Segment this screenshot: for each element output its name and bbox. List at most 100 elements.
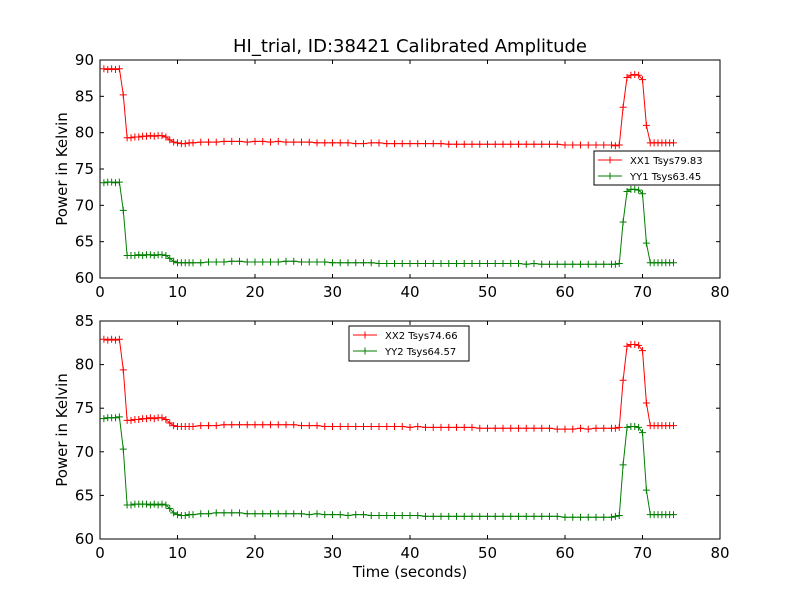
top-series-0-point	[104, 65, 112, 73]
bottom-series-1-point	[313, 510, 321, 518]
bottom-ytick-label: 60	[75, 530, 94, 548]
top-series-1-point	[150, 251, 158, 259]
bottom-series-1-point	[162, 501, 170, 509]
top-series-0-point	[251, 137, 259, 145]
bottom-series-0-point	[267, 421, 274, 429]
bottom-series-1-point	[321, 511, 329, 519]
top-series-1-point	[274, 258, 282, 266]
bottom-series-0-point	[236, 421, 243, 429]
top-series-1-point	[352, 259, 360, 267]
top-series-1-point	[631, 185, 639, 193]
top-series-0-point	[170, 138, 178, 146]
top-series-0-point	[414, 140, 422, 148]
top-series-0-point	[174, 139, 181, 147]
top-series-1-point	[131, 251, 139, 259]
bottom-series-0-point	[150, 415, 158, 423]
bottom-series-1-point	[468, 512, 476, 520]
top-series-1-point	[429, 259, 437, 267]
top-legend-marker-1	[606, 172, 614, 180]
top-series-1-point	[530, 259, 538, 267]
top-series-0-point	[119, 91, 127, 99]
top-legend-label-1: YY1 Tsys63.45	[629, 172, 701, 183]
bottom-series-1-point	[507, 512, 515, 520]
bottom-series-1-point	[615, 511, 623, 519]
bottom-series-0-point	[460, 423, 468, 431]
top-series-1-point	[305, 258, 313, 266]
bottom-series-1-point	[635, 423, 643, 431]
top-series-1-point	[484, 259, 491, 267]
top-series-1-point	[290, 257, 298, 265]
top-series-0-point	[352, 140, 360, 148]
top-xtick-label: 80	[710, 283, 729, 301]
bottom-series-1-point	[154, 501, 162, 509]
top-chart-title: HI_trial, ID:38421 Calibrated Amplitude	[233, 36, 587, 57]
top-series-0-point	[600, 141, 608, 149]
top-chart: HI_trial, ID:38421 Calibrated Amplitude …	[53, 36, 730, 301]
bottom-series-1-point	[530, 512, 538, 520]
top-series-0-point	[305, 138, 313, 146]
bottom-ytick-label: 80	[75, 356, 94, 374]
bottom-series-1-point	[577, 513, 584, 521]
top-series-1-point	[460, 259, 468, 267]
bottom-series-0-point	[507, 424, 515, 432]
bottom-series-1-point	[414, 511, 422, 519]
bottom-series-0-point	[476, 424, 484, 432]
bottom-series-1-point	[422, 512, 429, 520]
top-series-1-point	[453, 259, 460, 267]
bottom-legend-marker-0	[361, 331, 369, 339]
top-series-1-point	[367, 259, 375, 267]
bottom-series-0-point	[290, 421, 298, 429]
top-series-0-point	[627, 71, 635, 79]
top-series-0-point	[290, 138, 298, 146]
bottom-series-1-point	[344, 511, 352, 519]
bottom-series-0-point	[375, 423, 383, 431]
top-series-1-point	[298, 258, 305, 266]
top-series-1-point	[600, 260, 608, 268]
top-series-1-point	[158, 251, 166, 259]
bottom-series-1-point	[112, 414, 119, 422]
top-series-1-point	[313, 258, 321, 266]
bottom-series-0-point	[115, 335, 123, 343]
top-series-1-point	[515, 259, 522, 267]
top-series-0-point	[344, 139, 352, 147]
bottom-series-1-point	[476, 512, 484, 520]
bottom-series-1-point	[197, 510, 205, 518]
top-series-0-point	[135, 133, 143, 141]
top-series-1-point	[445, 259, 453, 267]
bottom-series-0-point	[577, 424, 584, 432]
bottom-xtick-label: 50	[478, 544, 497, 562]
top-series-1-point	[422, 259, 429, 267]
bottom-ytick-label: 70	[75, 443, 94, 461]
bottom-series-1-point	[243, 510, 251, 518]
bottom-legend-label-0: XX2 Tsys74.66	[385, 331, 458, 342]
bottom-series-1-point	[522, 512, 530, 520]
top-plot-area: 0 10 20 30 40 50 60 70 80 60 65 70 75 80 85 90 XX1 Tsys7…	[75, 51, 730, 301]
bottom-plot-area: 0 10 20 30 40 50 60 70 80 60 65 70 75 80 85 XX2 Tsys74.…	[75, 312, 730, 562]
bottom-series-1-point	[398, 511, 406, 519]
top-series-0-point	[321, 139, 329, 147]
top-series-1-point	[267, 258, 274, 266]
top-series-0-point	[162, 133, 170, 141]
bottom-series-1-point	[484, 512, 491, 520]
bottom-xtick-label: 40	[400, 544, 419, 562]
bottom-series-0-point	[398, 423, 406, 431]
top-series-0-point	[189, 139, 197, 147]
bottom-series-1-point	[127, 501, 135, 509]
top-series-1-point	[538, 260, 546, 268]
bottom-ytick-label: 65	[75, 486, 94, 504]
top-series-0-point	[112, 65, 119, 73]
bottom-series-1-point	[592, 513, 600, 521]
top-series-0-point	[127, 134, 135, 142]
top-series-1-point	[162, 251, 170, 259]
bottom-chart-ylabel: Power in Kelvin	[53, 373, 71, 487]
top-ytick-label: 85	[75, 87, 94, 105]
top-series-1-point	[197, 259, 205, 267]
top-xtick-label: 30	[323, 283, 342, 301]
bottom-series-1-point	[251, 510, 259, 518]
top-series-0-point	[367, 139, 375, 147]
bottom-series-0-point	[119, 366, 127, 374]
bottom-series-0-point	[623, 342, 631, 350]
bottom-series-0-point	[100, 335, 108, 343]
top-series-1-point	[108, 178, 116, 186]
top-series-0-point	[329, 139, 336, 147]
